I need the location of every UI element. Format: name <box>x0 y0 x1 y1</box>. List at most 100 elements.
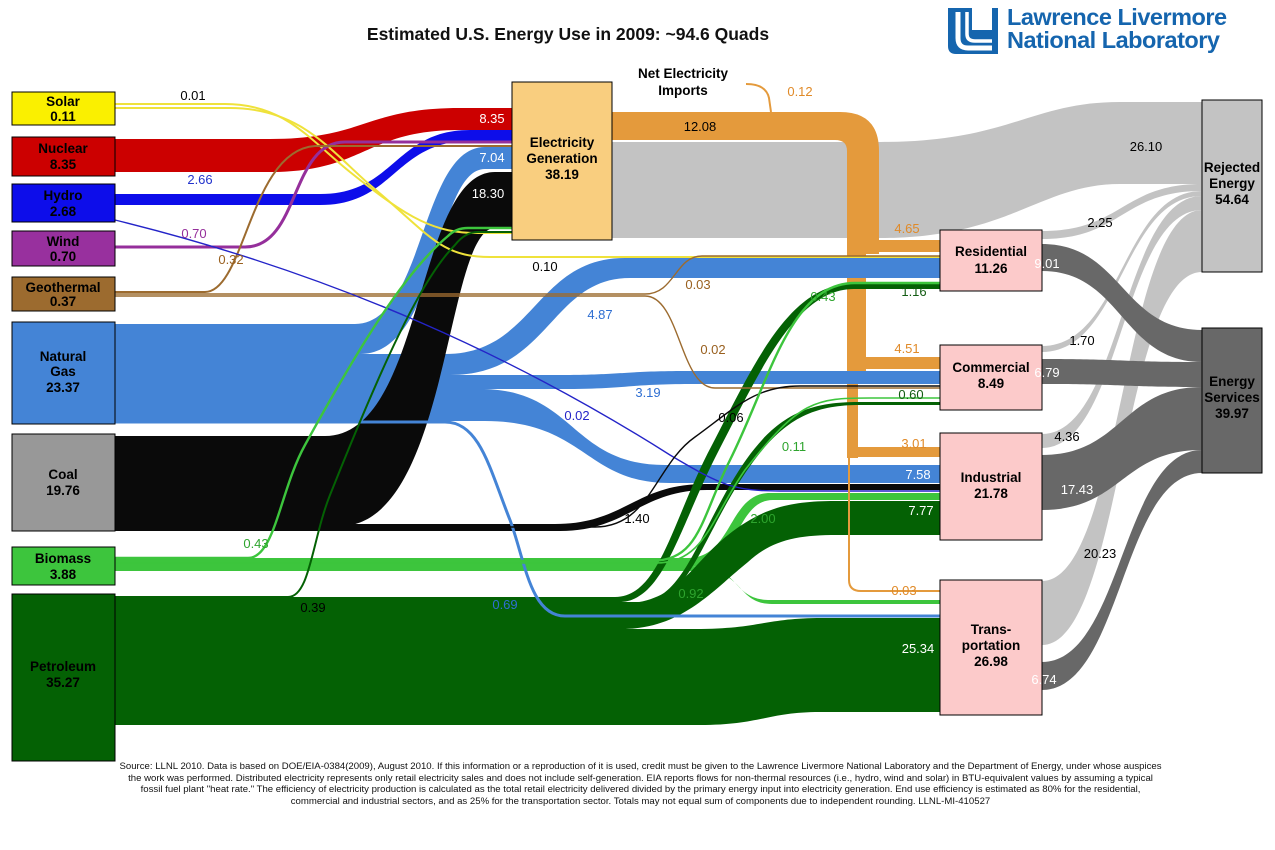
value-industrial-services: 17.43 <box>1061 482 1094 497</box>
flow-electricity-commercial <box>847 357 940 369</box>
label-geothermal: Geothermal <box>25 280 100 295</box>
flow-electricity-rejected <box>612 102 1202 238</box>
label-services-1: Energy <box>1209 374 1255 389</box>
llnl-logo-line1: Lawrence Livermore <box>1007 4 1227 30</box>
flow-biomass-transportation <box>115 567 940 604</box>
value-biomass-commercial: 0.11 <box>782 439 806 454</box>
value-wind: 0.70 <box>50 249 76 264</box>
value-net-imports: 0.12 <box>787 84 812 99</box>
llnl-logo-line2: National Laboratory <box>1007 27 1220 53</box>
value-geothermal-residential: 0.03 <box>685 277 710 292</box>
flow-biomass-commercial <box>115 397 940 564</box>
llnl-logo: Lawrence Livermore National Laboratory <box>946 4 1227 56</box>
label-electricity-1: Electricity <box>530 135 595 150</box>
value-hydro: 2.68 <box>50 204 77 219</box>
value-biomass-industrial: 2.00 <box>750 511 775 526</box>
flow-industrial-rejected <box>1042 196 1202 448</box>
value-gas-residential: 4.87 <box>587 307 612 322</box>
flow-transportation-services <box>1042 450 1202 690</box>
node-geothermal <box>11 276 116 312</box>
value-services: 39.97 <box>1215 406 1249 421</box>
label-services-2: Services <box>1204 390 1260 405</box>
label-solar: Solar <box>46 94 81 109</box>
flow-coal-electricity <box>115 172 512 526</box>
node-residential <box>939 229 1043 292</box>
flow-residential-services <box>1042 244 1202 362</box>
value-petroleum-residential: 1.16 <box>901 284 926 299</box>
flow-wind-electricity <box>115 140 512 249</box>
flow-commercial-rejected <box>1042 191 1202 352</box>
flow-solar-electricity <box>115 103 512 234</box>
value-nuclear: 8.35 <box>50 157 77 172</box>
value-gas-industrial: 7.58 <box>905 467 930 482</box>
flow-hydro-industrial <box>114 219 940 492</box>
label-rejected-2: Energy <box>1209 176 1255 191</box>
flow-gas-electricity <box>115 147 512 354</box>
value-commercial: 8.49 <box>978 376 1004 391</box>
value-petroleum-commercial: 0.60 <box>898 387 923 402</box>
value-transportation-rejected: 20.23 <box>1084 546 1117 561</box>
flow-commercial-services <box>1042 359 1202 387</box>
flow-petroleum-transportation <box>115 618 940 725</box>
flow-electricity-residential <box>847 240 940 252</box>
flow-gas-industrial <box>115 389 940 483</box>
value-residential-services: 9.01 <box>1034 256 1059 271</box>
flow-petroleum-electricity <box>115 231 512 598</box>
label-petroleum: Petroleum <box>30 659 96 674</box>
node-energy-services <box>1201 327 1263 474</box>
flow-coal-commercial <box>115 385 940 528</box>
value-electricity-transportation: 0.03 <box>891 583 916 598</box>
flow-gas-transportation <box>115 420 940 618</box>
flow-biomass-residential <box>115 281 940 563</box>
label-residential: Residential <box>955 244 1027 259</box>
value-coal-commercial: 0.06 <box>718 410 743 425</box>
label-gas-2: Gas <box>50 364 76 379</box>
flow-geothermal-residential <box>115 255 940 295</box>
node-commercial <box>939 344 1043 411</box>
value-coal-industrial: 1.40 <box>624 511 649 526</box>
label-hydro: Hydro <box>43 188 82 203</box>
node-biomass <box>11 546 116 586</box>
flow-gas-residential <box>115 258 940 375</box>
value-biomass-electricity: 0.43 <box>243 536 268 551</box>
value-biomass-transportation: 0.92 <box>678 586 703 601</box>
value-solar: 0.11 <box>50 109 76 124</box>
node-industrial <box>939 432 1043 541</box>
label-transportation-1: Trans- <box>971 622 1012 637</box>
page-title: Estimated U.S. Energy Use in 2009: ~94.6… <box>366 24 770 44</box>
node-petroleum <box>11 593 116 762</box>
value-geothermal-electricity: 0.32 <box>218 252 243 267</box>
value-coal: 19.76 <box>46 483 80 498</box>
value-geothermal: 0.37 <box>50 294 76 309</box>
flow-petroleum-industrial <box>115 501 940 629</box>
value-residential-rejected: 2.25 <box>1087 215 1112 230</box>
node-hydro <box>11 183 116 223</box>
flow-industrial-services <box>1042 387 1202 510</box>
flow-net-imports <box>745 83 772 113</box>
value-distributed-electricity: 12.08 <box>684 119 717 134</box>
node-electricity-generation <box>511 81 613 241</box>
value-electricity-residential: 4.65 <box>894 221 919 236</box>
flow-geothermal-electricity <box>115 145 512 293</box>
value-industrial-rejected: 4.36 <box>1054 429 1079 444</box>
value-electricity: 38.19 <box>545 167 579 182</box>
label-electricity-2: Generation <box>526 151 597 166</box>
label-net-imports-1: Net Electricity <box>638 66 729 81</box>
value-petroleum-transportation: 25.34 <box>902 641 935 656</box>
llnl-logo-l-outer <box>955 12 992 51</box>
value-coal-electricity: 18.30 <box>472 186 505 201</box>
value-hydro-industrial: 0.02 <box>564 408 589 423</box>
value-commercial-rejected: 1.70 <box>1069 333 1094 348</box>
value-residential: 11.26 <box>974 261 1008 276</box>
value-gas-electricity: 7.04 <box>479 150 504 165</box>
value-commercial-services: 6.79 <box>1034 365 1059 380</box>
label-gas-1: Natural <box>40 349 87 364</box>
node-wind <box>11 230 116 267</box>
node-rejected-energy <box>1201 99 1263 273</box>
node-coal <box>11 433 116 532</box>
flow-electricity-industrial <box>847 447 940 457</box>
value-electricity-industrial: 3.01 <box>901 436 926 451</box>
value-electricity-commercial: 4.51 <box>894 341 919 356</box>
label-coal: Coal <box>48 467 77 482</box>
